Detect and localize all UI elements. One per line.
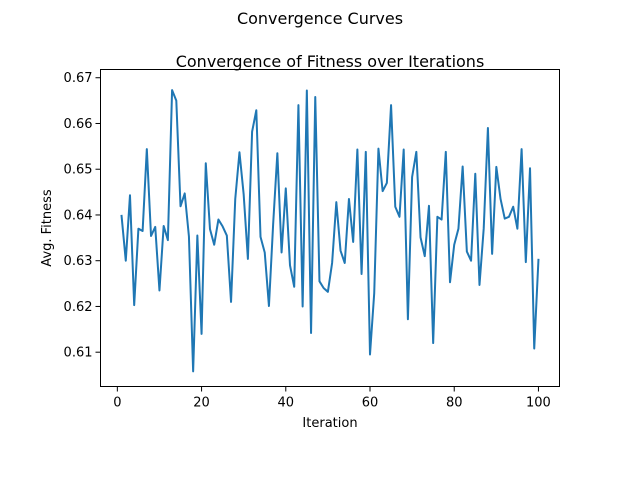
y-tick-label: 0.65 [64,163,93,178]
plot-area [120,89,540,373]
y-tick-label: 0.62 [64,300,93,315]
chart-title: Convergence of Fitness over Iterations [176,52,485,71]
y-tick-label: 0.61 [64,346,93,361]
x-tick-label: 80 [446,396,463,411]
y-axis-label: Avg. Fitness [40,189,55,267]
x-tick-label: 100 [526,396,551,411]
y-tick-label: 0.64 [64,208,93,223]
series-line-0 [120,89,540,373]
y-axis-ticks: 0.61 0.62 0.63 0.64 0.65 0.66 0.67 [64,71,101,361]
x-tick-label: 40 [278,396,295,411]
x-axis-ticks: 0 20 40 60 80 100 [113,386,551,411]
x-tick-label: 0 [113,396,121,411]
figure-suptitle: Convergence Curves [237,9,403,28]
y-tick-label: 0.66 [64,117,93,132]
y-tick-label: 0.67 [64,71,93,86]
axes-frame [100,69,560,387]
x-tick-label: 60 [362,396,379,411]
y-tick-label: 0.63 [64,254,93,269]
x-tick-label: 20 [193,396,210,411]
x-axis-label: Iteration [302,416,357,431]
